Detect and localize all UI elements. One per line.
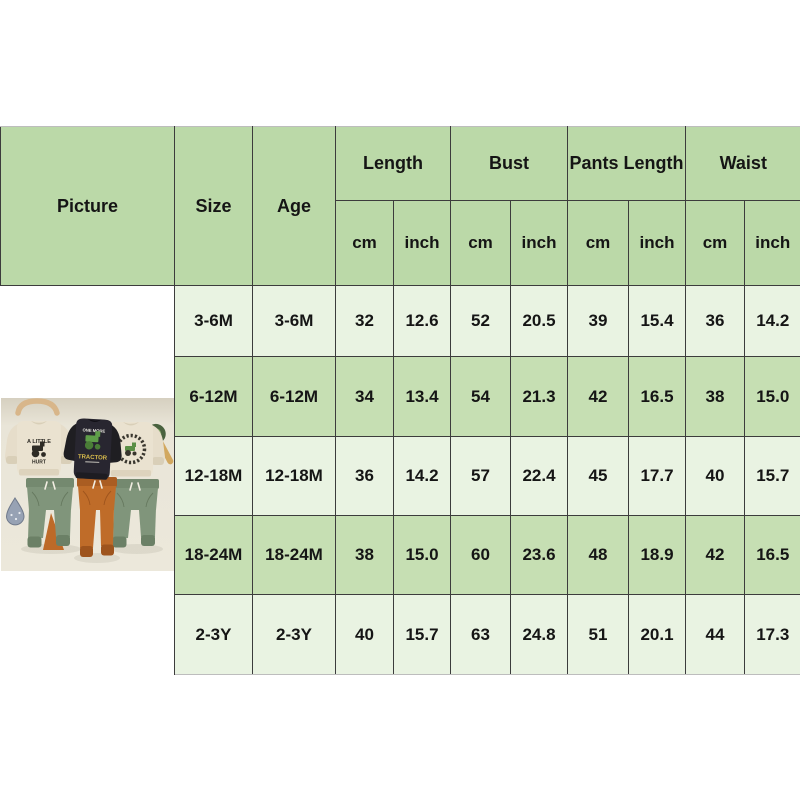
- hanger-graphic: [14, 398, 60, 416]
- shirt-middle-print-top: ONE MORE: [82, 427, 105, 433]
- header-group-pants-length: Pants Length: [566, 126, 687, 201]
- cell-waist-inch: 16.5: [744, 515, 800, 595]
- header-unit-bust-cm: cm: [450, 200, 511, 286]
- header-unit-pants-length-cm: cm: [567, 200, 629, 286]
- pants-left-graphic: [25, 478, 74, 548]
- header-unit-length-inch: inch: [393, 200, 451, 286]
- cell-age: 6-12M: [252, 356, 336, 437]
- cell-age: 18-24M: [252, 515, 336, 595]
- header-picture: Picture: [0, 126, 175, 286]
- cell-bust-inch: 20.5: [510, 285, 568, 357]
- cell-bust-inch: 23.6: [510, 515, 568, 595]
- teardrop-toy-graphic: [5, 497, 25, 526]
- size-row: 12-18M 12-18M 36 14.2 57 22.4 45 17.7 40…: [1, 436, 800, 516]
- cell-bust-cm: 63: [450, 594, 511, 675]
- cell-size: 12-18M: [174, 436, 253, 516]
- cell-pants-length-inch: 18.9: [627, 515, 687, 595]
- pants-middle-graphic: [76, 477, 117, 557]
- cell-age: 12-18M: [252, 436, 336, 516]
- cell-length-cm: 38: [335, 515, 394, 595]
- cell-waist-inch: 14.2: [744, 285, 800, 357]
- cell-age: 3-6M: [252, 285, 336, 357]
- tractor-print-right: [124, 442, 136, 456]
- cell-length-cm: 36: [335, 436, 394, 516]
- cell-length-inch: 14.2: [393, 436, 451, 516]
- cell-pants-length-inch: 15.4: [627, 285, 687, 357]
- size-row: A LITTLE HURT: [0, 285, 800, 675]
- header-unit-row: cm inch cm inch cm inch cm inch: [1, 200, 800, 286]
- cell-waist-cm: 36: [685, 285, 746, 357]
- cell-bust-inch: 21.3: [510, 356, 568, 437]
- cell-size: 18-24M: [174, 515, 253, 595]
- header-group-waist: Waist: [685, 126, 800, 201]
- header-size: Size: [174, 126, 253, 286]
- sweatshirt-left-graphic: A LITTLE HURT: [4, 421, 73, 476]
- cell-bust-cm: 57: [450, 436, 511, 516]
- header-unit-bust-inch: inch: [510, 200, 568, 286]
- cell-age: 2-3Y: [252, 594, 336, 675]
- header-unit-length-cm: cm: [335, 200, 394, 286]
- shirt-left-print-top: A LITTLE: [27, 439, 51, 445]
- cell-waist-cm: 42: [685, 515, 746, 595]
- cell-bust-cm: 52: [450, 285, 511, 357]
- cell-length-cm: 34: [335, 356, 394, 437]
- cell-pants-length-cm: 45: [567, 436, 629, 516]
- cell-length-inch: 15.7: [393, 594, 451, 675]
- cell-pants-length-cm: 42: [567, 356, 629, 437]
- cell-bust-inch: 22.4: [510, 436, 568, 516]
- size-row: 6-12M 6-12M 34 13.4 54 21.3 42 16.5 38 1…: [1, 356, 800, 437]
- shirt-middle-print-main: TRACTOR: [77, 454, 107, 462]
- cell-waist-cm: 44: [685, 594, 746, 675]
- cell-bust-cm: 54: [450, 356, 511, 437]
- tractor-print-middle: [84, 431, 100, 450]
- cell-pants-length-cm: 39: [567, 285, 629, 357]
- cell-pants-length-cm: 51: [567, 594, 629, 675]
- cell-length-cm: 32: [335, 285, 394, 357]
- tractor-print-left: [31, 441, 46, 458]
- cell-waist-cm: 40: [685, 436, 746, 516]
- cell-size: 6-12M: [174, 356, 253, 437]
- header-unit-waist-cm: cm: [685, 200, 746, 286]
- cell-pants-length-inch: 16.5: [627, 356, 687, 437]
- size-chart-table: Picture Size Age Length Bust Pants Lengt…: [0, 126, 800, 675]
- size-row: 18-24M 18-24M 38 15.0 60 23.6 48 18.9 42…: [1, 515, 800, 595]
- cell-length-inch: 12.6: [393, 285, 451, 357]
- cell-length-inch: 15.0: [393, 515, 451, 595]
- header-group-length: Length: [335, 126, 451, 201]
- cell-bust-cm: 60: [450, 515, 511, 595]
- cell-length-inch: 13.4: [393, 356, 451, 437]
- header-unit-waist-inch: inch: [744, 200, 800, 286]
- cell-pants-length-cm: 48: [567, 515, 629, 595]
- sweatshirt-middle-graphic: ONE MORE TRACTOR: [63, 418, 122, 480]
- cell-waist-cm: 38: [685, 356, 746, 437]
- header-group-row: Picture Size Age Length Bust Pants Lengt…: [0, 126, 800, 286]
- cell-bust-inch: 24.8: [510, 594, 568, 675]
- cell-pants-length-inch: 17.7: [627, 436, 687, 516]
- cell-waist-inch: 15.7: [744, 436, 800, 516]
- product-photo: A LITTLE HURT: [0, 398, 174, 571]
- header-age: Age: [252, 126, 336, 286]
- cell-size: 2-3Y: [174, 594, 253, 675]
- size-row: 2-3Y 2-3Y 40 15.7 63 24.8 51 20.1 44 17.…: [1, 594, 800, 675]
- cell-size: 3-6M: [174, 285, 253, 357]
- cell-waist-inch: 17.3: [744, 594, 800, 675]
- picture-cell: A LITTLE HURT: [0, 285, 175, 675]
- cell-length-cm: 40: [335, 594, 394, 675]
- cell-waist-inch: 15.0: [744, 356, 800, 437]
- pants-right-graphic: [110, 479, 159, 548]
- cell-pants-length-inch: 20.1: [627, 594, 687, 675]
- shirt-left-print-bottom: HURT: [32, 460, 46, 466]
- header-group-bust: Bust: [450, 126, 568, 201]
- header-unit-pants-length-inch: inch: [627, 200, 687, 286]
